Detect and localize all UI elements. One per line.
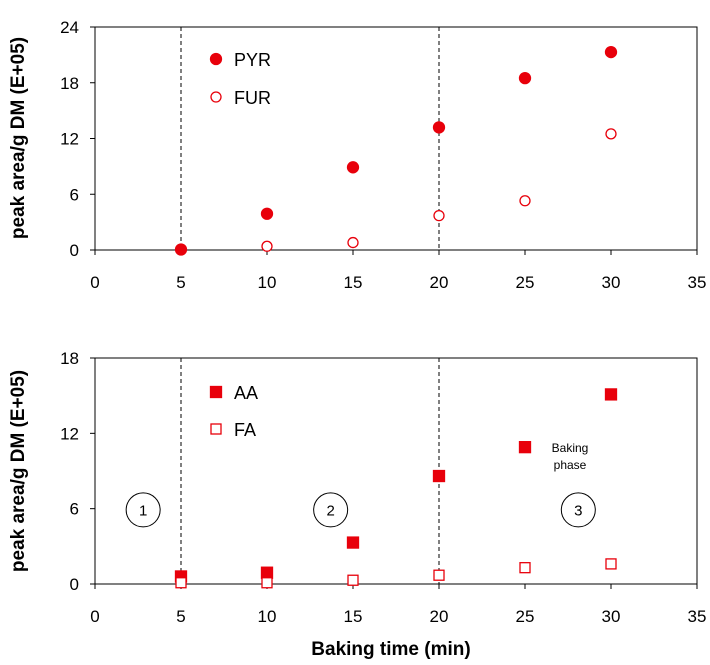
data-point-pyr: [260, 207, 274, 220]
x-tick-label: 35: [688, 273, 707, 292]
y-axis-title: peak area/g DM (E+05): [8, 370, 29, 572]
data-point-pyr: [174, 243, 188, 256]
x-tick-label: 15: [344, 273, 363, 292]
data-point-aa: [518, 440, 532, 454]
data-point-fa: [519, 562, 531, 574]
legend-marker-pyr: [209, 52, 223, 66]
data-point-pyr: [432, 121, 446, 134]
phase-circle: [313, 492, 349, 528]
data-point-fur: [347, 236, 359, 249]
x-tick-label: 10: [258, 273, 277, 292]
x-tick-label: 35: [688, 607, 707, 626]
series-fur: [261, 128, 617, 252]
x-tick-label: 20: [430, 273, 449, 292]
x-axis-title: Baking time (min): [311, 639, 470, 660]
annotation-note: Baking: [552, 441, 589, 455]
data-point-fa: [261, 577, 273, 589]
phase-circle: [125, 492, 161, 528]
y-tick-label: 6: [70, 185, 79, 204]
phase-number: 2: [326, 502, 334, 519]
legend-label-aa: AA: [234, 383, 258, 403]
y-tick-label: 18: [60, 349, 79, 368]
data-point-fur: [519, 195, 531, 207]
data-point-fur: [433, 209, 445, 222]
x-tick-label: 30: [602, 607, 621, 626]
y-tick-label: 12: [60, 130, 79, 149]
plot-frame: [94, 357, 698, 585]
data-point-pyr: [346, 161, 360, 174]
x-tick-label: 20: [430, 607, 449, 626]
y-tick-label: 18: [60, 74, 79, 93]
chart-panel-1: 0 5 10 15 20 25 30 35 0 6 12 18 24 peak area/g DM (E+…: [8, 18, 706, 292]
data-point-pyr: [518, 71, 532, 85]
y-tick-label: 24: [60, 18, 79, 37]
x-tick-label: 25: [516, 273, 535, 292]
y-tick-label: 6: [70, 500, 79, 519]
x-tick-label: 5: [176, 607, 185, 626]
x-tick-label: 0: [90, 607, 99, 626]
data-point-aa: [346, 536, 360, 549]
legend-marker-aa: [209, 385, 223, 399]
data-point-aa: [604, 388, 618, 401]
annotation-note: phase: [554, 458, 587, 472]
legend-label-pyr: PYR: [234, 50, 271, 70]
x-tick-label: 25: [516, 607, 535, 626]
x-tick-label: 10: [258, 607, 277, 626]
phase-number: 1: [139, 502, 147, 519]
data-point-fa: [347, 574, 359, 586]
legend-marker-fa: [210, 423, 222, 435]
plot-frame: [94, 26, 698, 251]
legend-label-fur: FUR: [234, 88, 271, 108]
data-point-fa: [175, 577, 187, 589]
x-tick-label: 5: [176, 273, 185, 292]
legend-marker-fur: [210, 91, 222, 103]
data-point-pyr: [604, 45, 618, 59]
phase-number: 3: [574, 502, 582, 519]
data-point-aa: [260, 566, 274, 579]
phase-circle: [560, 492, 596, 528]
y-axis-title: peak area/g DM (E+05): [8, 37, 29, 239]
series-fa: [175, 558, 617, 589]
data-point-fa: [605, 558, 617, 570]
series-pyr: [174, 45, 618, 256]
legend-label-fa: FA: [234, 420, 256, 440]
series-aa: [174, 388, 618, 583]
data-point-fur: [261, 240, 273, 252]
data-point-aa: [432, 469, 446, 483]
y-tick-label: 0: [70, 241, 79, 260]
x-tick-label: 30: [602, 273, 621, 292]
x-tick-label: 15: [344, 607, 363, 626]
y-tick-label: 12: [60, 424, 79, 443]
x-tick-label: 0: [90, 273, 99, 292]
data-point-fur: [605, 128, 617, 140]
data-point-fa: [433, 569, 445, 581]
y-tick-label: 0: [70, 575, 79, 594]
